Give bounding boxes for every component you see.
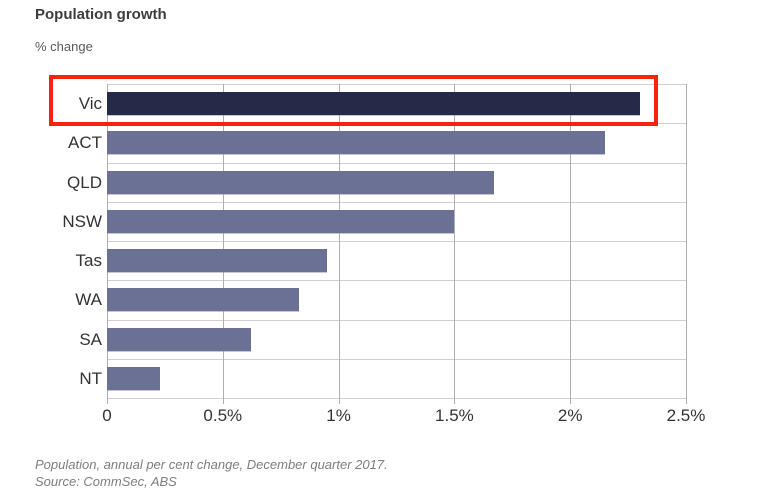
gridline-vertical	[686, 84, 687, 404]
axis-tick-label: 2.5%	[666, 406, 706, 425]
chart-source: Source: CommSec, ABS	[35, 474, 177, 489]
category-label: WA	[75, 290, 102, 310]
bar-vic	[107, 92, 640, 116]
chart-row: SA	[0, 320, 766, 359]
bar-sa	[107, 327, 251, 351]
gridline-vertical	[454, 84, 456, 404]
chart-row: Vic	[0, 84, 766, 123]
category-label: SA	[79, 329, 102, 349]
bar-act	[107, 131, 605, 155]
gridline-horizontal	[107, 84, 686, 85]
category-label: Vic	[78, 94, 102, 114]
chart-footer: Population, annual per cent change, Dece…	[35, 456, 388, 490]
chart-row: NSW	[0, 202, 766, 241]
chart-subtitle: % change	[35, 39, 93, 54]
category-label: NSW	[62, 211, 102, 231]
bar-tas	[107, 249, 328, 273]
axis-tick-label: 2%	[557, 406, 583, 425]
gridline-horizontal	[107, 319, 686, 321]
category-label: QLD	[67, 172, 102, 192]
gridline-horizontal	[107, 241, 686, 242]
bar-wa	[107, 288, 300, 312]
bar-nsw	[107, 209, 455, 233]
chart-row: Tas	[0, 241, 766, 280]
axis-tick-label: 1.5%	[435, 406, 474, 425]
chart-title: Population growth	[35, 6, 167, 23]
gridline-horizontal	[107, 280, 686, 282]
gridline-vertical	[107, 84, 108, 404]
gridline-vertical	[570, 84, 572, 404]
gridline-horizontal	[107, 398, 686, 399]
gridline-vertical	[338, 84, 340, 404]
gridline-horizontal	[107, 162, 686, 164]
bar-qld	[107, 170, 494, 194]
category-label: Tas	[75, 251, 102, 271]
chart-row: NT	[0, 359, 766, 398]
axis-tick-label: 0	[102, 406, 112, 425]
gridline-horizontal	[107, 358, 686, 360]
chart-row: QLD	[0, 163, 766, 202]
bar-nt	[107, 366, 161, 390]
category-label: NT	[79, 368, 102, 388]
axis-tick-label: 0.5%	[203, 406, 243, 425]
category-label: ACT	[68, 133, 102, 153]
chart-row: WA	[0, 280, 766, 319]
highlight-box	[49, 75, 658, 126]
gridline-vertical	[222, 84, 224, 404]
chart-caption: Population, annual per cent change, Dece…	[35, 457, 388, 472]
gridline-horizontal	[107, 201, 686, 203]
chart-row: ACT	[0, 123, 766, 162]
axis-tick-label: 1%	[326, 406, 351, 425]
